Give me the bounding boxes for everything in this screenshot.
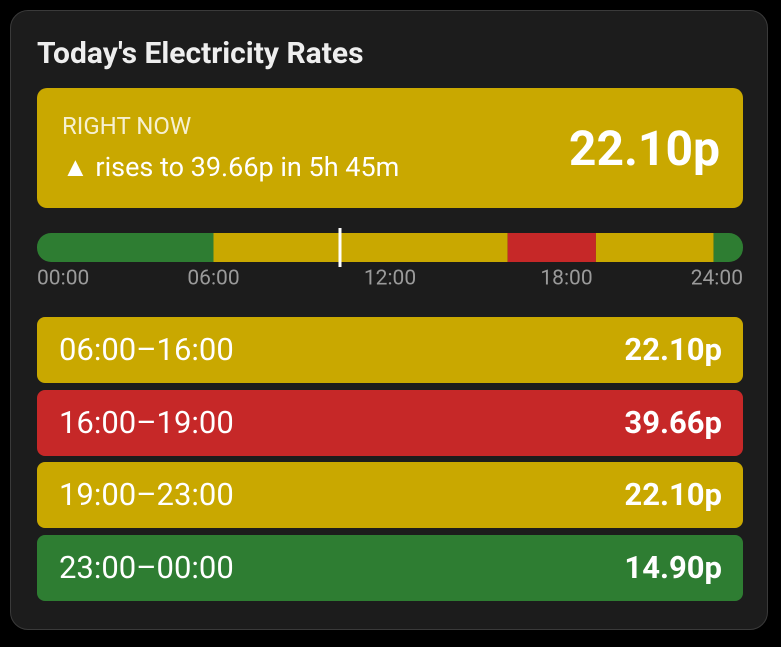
rate-row: 23:00–00:00 14.90p [37, 535, 743, 602]
timeline-segment [595, 233, 714, 262]
rate-period: 16:00–19:00 [59, 403, 234, 441]
tick-label: 12:00 [364, 267, 416, 291]
now-price: 22.10p [568, 120, 720, 177]
rate-row: 19:00–23:00 22.10p [37, 462, 743, 529]
rate-price: 22.10p [624, 331, 722, 368]
rate-row: 06:00–16:00 22.10p [37, 317, 743, 383]
timeline-segment [213, 233, 508, 262]
tick-label: 06:00 [187, 267, 239, 291]
now-message: ▲ rises to 39.66p in 5h 45m [62, 151, 400, 183]
now-label: RIGHT NOW [62, 112, 192, 140]
rate-period: 06:00–16:00 [59, 331, 234, 368]
timeline-segment [37, 233, 214, 262]
tick-label: 18:00 [540, 267, 592, 291]
now-panel [37, 88, 743, 208]
rate-price: 14.90p [624, 549, 722, 587]
tick-label: 24:00 [691, 267, 743, 291]
rate-row: 16:00–19:00 39.66p [37, 389, 743, 456]
card-title: Today's Electricity Rates [37, 36, 364, 71]
timeline-segment [507, 233, 596, 262]
timeline: 00:00 06:00 12:00 18:00 24:00 [37, 228, 743, 291]
rate-period: 19:00–23:00 [59, 476, 234, 514]
rate-period: 23:00–00:00 [59, 549, 234, 587]
tick-label: 00:00 [37, 267, 89, 291]
rate-price: 39.66p [624, 403, 722, 441]
rate-price: 22.10p [624, 476, 722, 514]
timeline-segment [713, 233, 743, 262]
